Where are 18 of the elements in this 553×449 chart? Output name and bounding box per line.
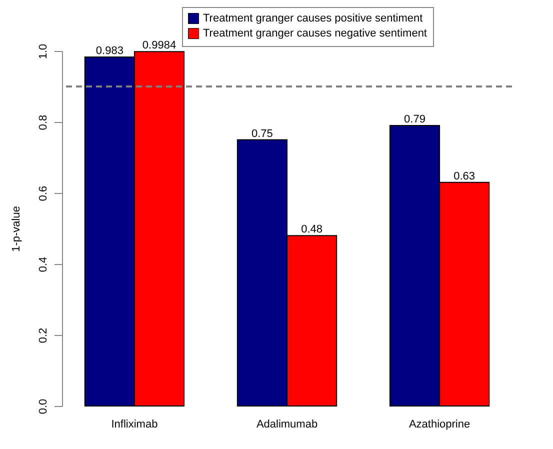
legend-label: Treatment granger causes positive sentiment bbox=[203, 12, 423, 24]
data-label: 0.983 bbox=[96, 45, 124, 58]
data-label: 0.79 bbox=[404, 114, 426, 126]
x-tick-label: Azathioprine bbox=[408, 418, 470, 430]
legend-label: Treatment granger causes negative sentiment bbox=[203, 28, 427, 40]
x-tick-label: Adalimumab bbox=[256, 418, 318, 430]
y-tick-label: 0.2 bbox=[38, 328, 50, 344]
y-tick-label: 0.6 bbox=[38, 186, 50, 202]
y-axis-title: 1-p-value bbox=[10, 206, 22, 252]
data-label: 0.63 bbox=[454, 170, 476, 182]
data-label: 0.75 bbox=[252, 128, 273, 140]
x-tick-label: Infliximab bbox=[111, 418, 158, 430]
y-tick-label: 0.0 bbox=[38, 398, 50, 414]
y-tick-label: 0.8 bbox=[38, 114, 50, 130]
y-tick-label: 1.0 bbox=[38, 44, 50, 60]
y-tick-label: 0.4 bbox=[38, 256, 50, 272]
data-label: 0.48 bbox=[301, 224, 322, 236]
data-label: 0.9984 bbox=[142, 40, 176, 52]
